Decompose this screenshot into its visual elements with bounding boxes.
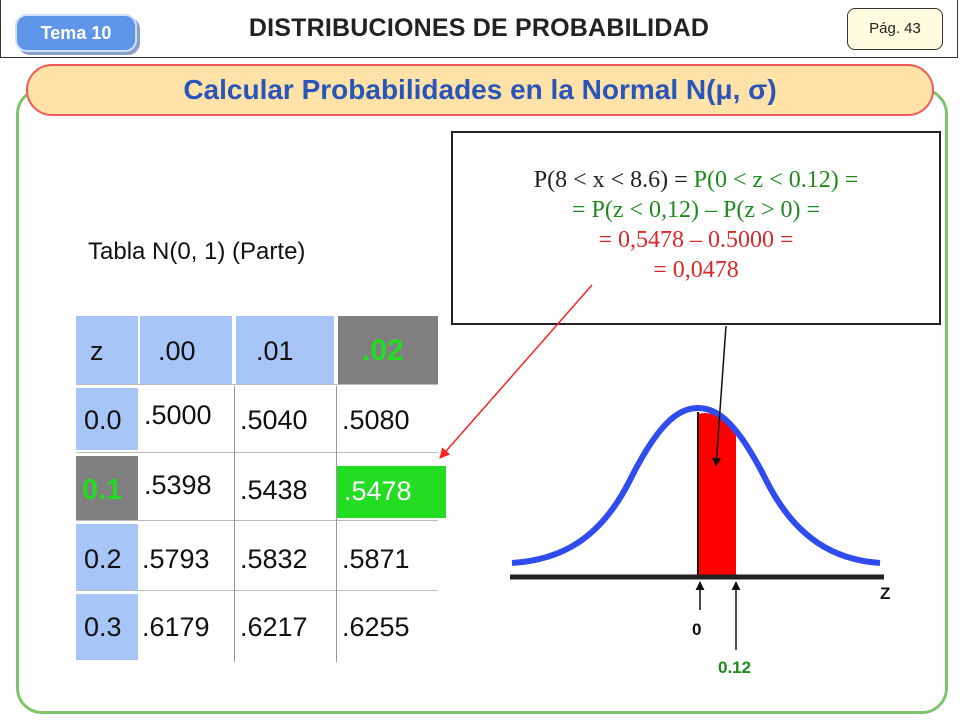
table-header-cell [338, 316, 438, 384]
col-divider [336, 386, 337, 662]
table-cell: 0.2 [84, 544, 122, 574]
table-cell: .5438 [240, 475, 308, 505]
table-cell: .6255 [342, 612, 410, 642]
table-z-cell [76, 594, 138, 660]
formula-box: P(8 < x < 8.6) = P(0 < z < 0.12) = = P(z… [451, 131, 941, 325]
table-header-text: .02 [362, 334, 404, 367]
formula-line-1: P(8 < x < 8.6) = P(0 < z < 0.12) = [533, 167, 859, 193]
col-divider [234, 386, 235, 662]
tema-badge[interactable]: Tema 10 [15, 14, 137, 52]
probability-area [698, 412, 736, 576]
table-cell: .5398 [144, 470, 212, 500]
table-cell: 0.0 [84, 405, 122, 435]
highlight-cell [336, 466, 446, 518]
table-label: Tabla N(0, 1) (Parte) [88, 238, 306, 265]
table-cell: .5793 [142, 544, 210, 574]
axis-label-z: Z [880, 584, 891, 603]
axis-label-zero: 0 [692, 620, 702, 639]
table-cell: 0.3 [84, 612, 122, 642]
table-z-cell [76, 524, 138, 590]
table-cell: .5000 [144, 400, 212, 430]
table-cell: .5832 [240, 544, 308, 574]
table-header-cell [76, 316, 138, 384]
table-header-text: .01 [256, 336, 294, 366]
row-divider [76, 520, 438, 521]
table-z-cell [76, 456, 138, 520]
table-cell: .5871 [342, 544, 410, 574]
table-header-cell [140, 316, 232, 384]
formula-line-2: = P(z < 0,12) – P(z > 0) = [571, 197, 821, 223]
table-cell: .5080 [342, 405, 410, 435]
table-cell: .6217 [240, 612, 308, 642]
formula-line-3: = 0,5478 – 0.5000 = [598, 227, 794, 253]
row-divider [76, 452, 438, 453]
value-arrow [439, 284, 593, 459]
row-divider [76, 384, 438, 385]
table-cell: .5478 [344, 476, 412, 506]
slide-title: Calcular Probabilidades en la Normal N(μ… [26, 64, 934, 116]
table-cell: .6179 [142, 612, 210, 642]
table-z-cell [76, 388, 138, 450]
header-title: DISTRIBUCIONES DE PROBABILIDAD [248, 14, 710, 42]
table-cell: .5040 [240, 405, 308, 435]
bell-curve [511, 404, 881, 566]
formula-line-4: = 0,0478 [653, 257, 739, 283]
header-bar: Tema 10 DISTRIBUCIONES DE PROBABILIDAD P… [0, 0, 958, 58]
page-number: Pág. 43 [847, 8, 943, 50]
table-header-text: z [90, 336, 104, 366]
table-header-cell [236, 316, 334, 384]
axis-label-012: 0.12 [718, 658, 752, 677]
row-divider [76, 590, 438, 591]
area-arrow [712, 325, 727, 467]
table-cell: 0.1 [82, 474, 123, 506]
table-header-text: .00 [158, 336, 196, 366]
